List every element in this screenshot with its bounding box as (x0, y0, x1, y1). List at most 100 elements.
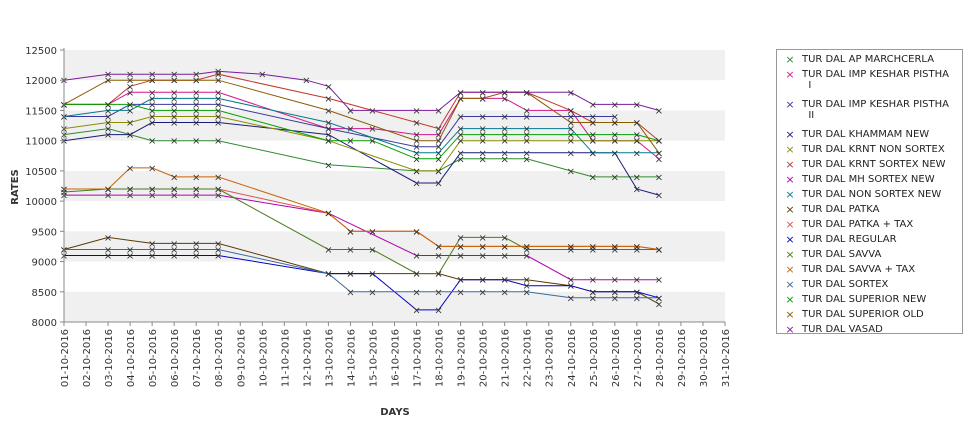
data-point: × (611, 287, 619, 298)
data-point: × (500, 88, 508, 99)
series: ×× × × × × × ×××× × × ×× × × × ×× × ×× (60, 67, 663, 117)
data-point: × (567, 281, 575, 292)
data-point: × (523, 242, 531, 253)
legend-marker-icon: × (785, 233, 795, 246)
legend-label: TUR DAL SAVVA + TAX (802, 264, 916, 275)
series-line (64, 103, 660, 160)
y-tick-label: 9500 (32, 227, 57, 238)
data-point: × (214, 191, 222, 202)
data-point: × (523, 88, 531, 99)
data-point: × (170, 106, 178, 117)
legend-marker-icon: × (785, 248, 795, 261)
data-point: × (589, 148, 597, 159)
legend-marker-icon: × (785, 68, 795, 81)
data-point: × (456, 94, 464, 105)
data-point: × (148, 163, 156, 174)
data-point: × (655, 136, 663, 147)
x-tick-label: 25-10-2016 (589, 329, 600, 387)
data-point: × (434, 269, 442, 280)
data-point: × (148, 239, 156, 250)
series-line (63, 70, 660, 111)
legend-label: TUR DAL SUPERIOR OLD (802, 309, 924, 320)
x-tick-label: 18-10-2016 (435, 329, 446, 387)
legend-marker-icon: × (785, 323, 795, 336)
data-point: × (126, 70, 134, 81)
legend-label: TUR DAL SAVVA (802, 249, 882, 260)
data-point: × (500, 275, 508, 286)
data-point: × (633, 118, 641, 129)
data-point: × (434, 106, 442, 117)
data-point: × (368, 245, 376, 256)
data-point: × (258, 70, 266, 81)
series-line (64, 255, 660, 311)
grid-band (64, 50, 725, 81)
legend-item: × TUR DAL IMP KESHAR PISTHA II (783, 99, 949, 121)
legend-marker-icon: × (785, 308, 795, 321)
x-tick-label: 11-10-2016 (280, 329, 291, 387)
data-point: × (412, 287, 420, 298)
legend: × TUR DAL AP MARCHCERLA × TUR DAL IMP KESHA… (776, 49, 963, 336)
data-point: × (324, 269, 332, 280)
data-point: × (567, 88, 575, 99)
legend-item: × TUR DAL KHAMMAM NEW (783, 129, 929, 140)
data-point: × (104, 130, 112, 141)
y-tick-label: 12500 (25, 46, 57, 57)
data-point: × (192, 88, 200, 99)
data-point: × (611, 172, 619, 183)
data-point: × (346, 287, 354, 298)
legend-marker-icon: × (785, 143, 795, 156)
data-point: × (478, 233, 486, 244)
data-point: × (523, 130, 531, 141)
x-tick-label: 02-10-2016 (82, 329, 93, 387)
data-point: × (346, 269, 354, 280)
data-point: × (589, 287, 597, 298)
x-axis-ticks: 01-10-2016 02-10-2016 03-10-2016 04-10-2016… (60, 322, 732, 387)
legend-item: × TUR DAL NON SORTEX NEW (783, 189, 941, 200)
y-axis-label: RATES (10, 169, 21, 205)
data-point: × (368, 227, 376, 238)
x-tick-label: 17-10-2016 (413, 329, 424, 387)
data-point: × (148, 106, 156, 117)
data-point: × (192, 106, 200, 117)
data-point: × (611, 242, 619, 253)
data-point: × (523, 251, 531, 262)
data-point: × (655, 136, 663, 147)
data-point: × (368, 287, 376, 298)
x-tick-label: 06-10-2016 (170, 329, 181, 387)
data-point: × (523, 275, 531, 286)
data-point: × (567, 136, 575, 147)
data-point: × (523, 242, 531, 253)
data-point: × (589, 112, 597, 123)
data-point: × (589, 118, 597, 129)
data-point: × (324, 209, 332, 220)
data-point: × (633, 136, 641, 147)
legend-marker-icon: × (785, 188, 795, 201)
data-point: × (214, 245, 222, 256)
data-point: × (104, 76, 112, 87)
data-point: × (633, 245, 641, 256)
axes (63, 48, 725, 323)
series-lines: ×××× × × ××× ×× × × ××× × × ×× ×× × × × ×× × ×× ×× × ×× ×× × ××… (60, 67, 663, 317)
data-point: × (192, 112, 200, 123)
data-point: × (148, 94, 156, 105)
data-point: × (104, 100, 112, 111)
data-point: × (478, 112, 486, 123)
data-point: × (324, 124, 332, 135)
data-point: × (567, 124, 575, 135)
data-point: × (192, 94, 200, 105)
x-tick-label: 28-10-2016 (655, 329, 666, 387)
data-point: × (104, 185, 112, 196)
legend-item: × TUR DAL KRNT SORTEX NEW (783, 159, 945, 170)
legend-item: × TUR DAL IMP KESHAR PISTHA I (783, 69, 949, 91)
data-point: × (412, 154, 420, 165)
data-point: × (192, 245, 200, 256)
legend-marker-icon: × (785, 98, 795, 111)
series: ××××××××××××××××××××× (60, 88, 663, 165)
legend-marker-icon: × (785, 293, 795, 306)
data-point: × (589, 130, 597, 141)
series: ××××××××××××××××××× (60, 118, 663, 202)
data-point: × (655, 136, 663, 147)
data-point: × (214, 185, 222, 196)
data-point: × (478, 148, 486, 159)
data-point: × (192, 76, 200, 87)
